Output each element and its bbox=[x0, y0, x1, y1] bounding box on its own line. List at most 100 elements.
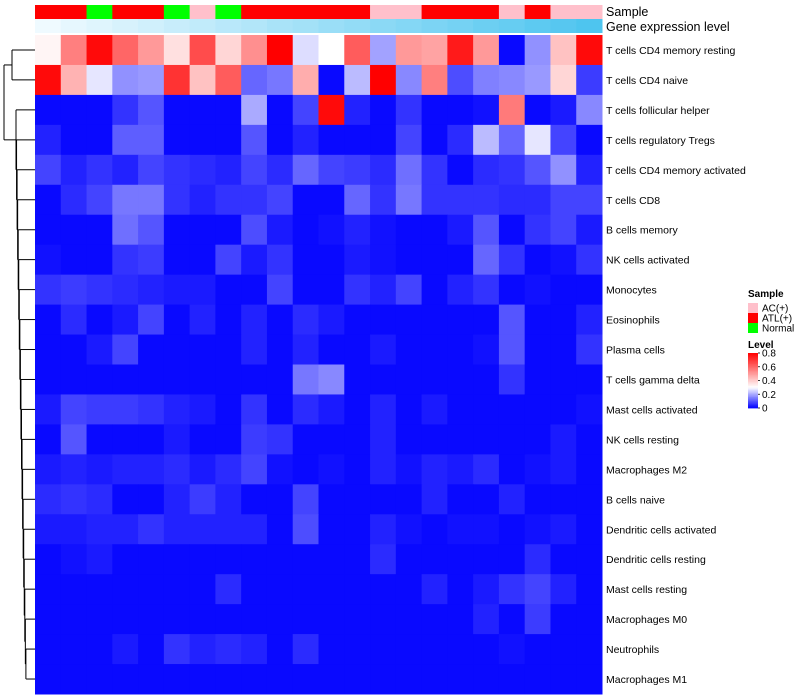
heatmap-cell bbox=[215, 274, 242, 306]
heatmap-cell bbox=[138, 214, 165, 246]
legend-sample-entries: AC(+)ATL(+)Normal bbox=[748, 303, 794, 335]
heatmap-cell bbox=[60, 184, 88, 216]
heatmap-cell bbox=[60, 574, 88, 605]
heatmap-cell bbox=[498, 634, 526, 665]
heatmap-cell bbox=[266, 574, 294, 605]
heatmap-cell bbox=[473, 64, 500, 96]
heatmap-cell bbox=[395, 244, 423, 276]
heatmap-cell bbox=[266, 184, 294, 216]
heatmap-cell bbox=[524, 154, 551, 186]
heatmap-cell bbox=[473, 544, 500, 575]
heatmap-cell bbox=[215, 574, 242, 605]
heatmap-cell bbox=[215, 124, 242, 156]
heatmap-cell bbox=[576, 304, 603, 336]
legend-colorbar-step bbox=[748, 373, 758, 376]
heatmap-cell bbox=[498, 424, 526, 455]
heatmap-cell bbox=[576, 544, 603, 575]
heatmap-cell bbox=[344, 64, 371, 96]
heatmap-cell bbox=[395, 544, 423, 575]
row-label: T cells follicular helper bbox=[606, 105, 710, 117]
heatmap-cell bbox=[370, 514, 397, 545]
heatmap-cell bbox=[266, 244, 294, 276]
heatmap-cell bbox=[189, 634, 216, 665]
heatmap-cell bbox=[60, 604, 88, 635]
heatmap-cell bbox=[498, 274, 526, 306]
heatmap-cell bbox=[112, 124, 139, 156]
heatmap-cell bbox=[292, 424, 319, 455]
heatmap-cell bbox=[138, 274, 165, 306]
heatmap-cell bbox=[112, 154, 139, 186]
heatmap-cell bbox=[447, 634, 474, 665]
heatmap-cell bbox=[447, 184, 474, 216]
heatmap-cell bbox=[447, 94, 474, 126]
heatmap-cell bbox=[318, 394, 345, 425]
heatmap-cell bbox=[266, 664, 294, 695]
heatmap-cell bbox=[524, 574, 551, 605]
heatmap-cell bbox=[138, 64, 165, 96]
heatmap-cell bbox=[60, 484, 88, 515]
heatmap-cell bbox=[292, 514, 319, 545]
heatmap-cell bbox=[86, 214, 113, 246]
heatmap-cell bbox=[318, 664, 345, 695]
heatmap-cell bbox=[524, 184, 551, 216]
heatmap-cell bbox=[35, 544, 62, 575]
heatmap-cell bbox=[35, 424, 62, 455]
heatmap-cell bbox=[112, 574, 139, 605]
heatmap-cell bbox=[215, 244, 242, 276]
row-label: T cells CD8 bbox=[606, 195, 660, 207]
heatmap-cell bbox=[60, 364, 88, 395]
heatmap-cell bbox=[60, 394, 88, 425]
heatmap-cell bbox=[344, 214, 371, 246]
heatmap-cell bbox=[163, 35, 191, 66]
heatmap-cell bbox=[292, 544, 319, 575]
heatmap-cell bbox=[266, 424, 294, 455]
heatmap-cell bbox=[576, 394, 603, 425]
heatmap-cell bbox=[189, 664, 216, 695]
sample-annotation-cell bbox=[550, 5, 577, 19]
heatmap-cell bbox=[86, 604, 113, 635]
heatmap-cell bbox=[266, 334, 294, 365]
legend-colorbar-step bbox=[748, 403, 758, 406]
row-labels: T cells CD4 memory resting T cells CD4 na… bbox=[606, 45, 746, 686]
heatmap-cell bbox=[35, 94, 62, 126]
gene-expression-cell bbox=[241, 19, 268, 33]
gene-expression-cell bbox=[447, 19, 474, 33]
heatmap-cell bbox=[138, 35, 165, 66]
heatmap-cell bbox=[86, 244, 113, 276]
legend-colorbar-step bbox=[748, 359, 758, 362]
heatmap-cell bbox=[524, 124, 551, 156]
heatmap-cell bbox=[395, 124, 423, 156]
heatmap-cell bbox=[163, 274, 191, 306]
gene-expression-cell bbox=[35, 19, 62, 33]
heatmap-cell bbox=[215, 94, 242, 126]
heatmap-cell bbox=[35, 454, 62, 485]
heatmap-cell bbox=[138, 124, 165, 156]
heatmap-cell bbox=[498, 304, 526, 336]
heatmap-cell bbox=[473, 304, 500, 336]
heatmap-cell bbox=[266, 214, 294, 246]
heatmap-cell bbox=[498, 94, 526, 126]
legend-colorbar: 0.8 0.6 0.4 0.2 0 bbox=[748, 349, 776, 415]
heatmap-cell bbox=[395, 514, 423, 545]
legend-colorbar-step bbox=[748, 384, 758, 387]
heatmap-cell bbox=[266, 154, 294, 186]
heatmap-cell bbox=[266, 64, 294, 96]
heatmap-cell bbox=[498, 514, 526, 545]
heatmap-cell bbox=[86, 64, 113, 96]
heatmap-cell bbox=[318, 304, 345, 336]
heatmap-cell bbox=[292, 274, 319, 306]
heatmap-cell bbox=[138, 454, 165, 485]
heatmap-cell bbox=[215, 484, 242, 515]
heatmap-cell bbox=[550, 514, 577, 545]
heatmap-cell bbox=[421, 634, 448, 665]
heatmap-cell bbox=[241, 364, 268, 395]
heatmap-cell bbox=[241, 124, 268, 156]
heatmap-cell bbox=[498, 484, 526, 515]
heatmap-cell bbox=[447, 124, 474, 156]
sample-annotation-cell bbox=[86, 5, 113, 19]
heatmap-cell bbox=[215, 424, 242, 455]
heatmap-cell bbox=[344, 124, 371, 156]
heatmap-cell bbox=[318, 184, 345, 216]
heatmap-cell bbox=[576, 634, 603, 665]
gene-expression-cell bbox=[189, 19, 216, 33]
